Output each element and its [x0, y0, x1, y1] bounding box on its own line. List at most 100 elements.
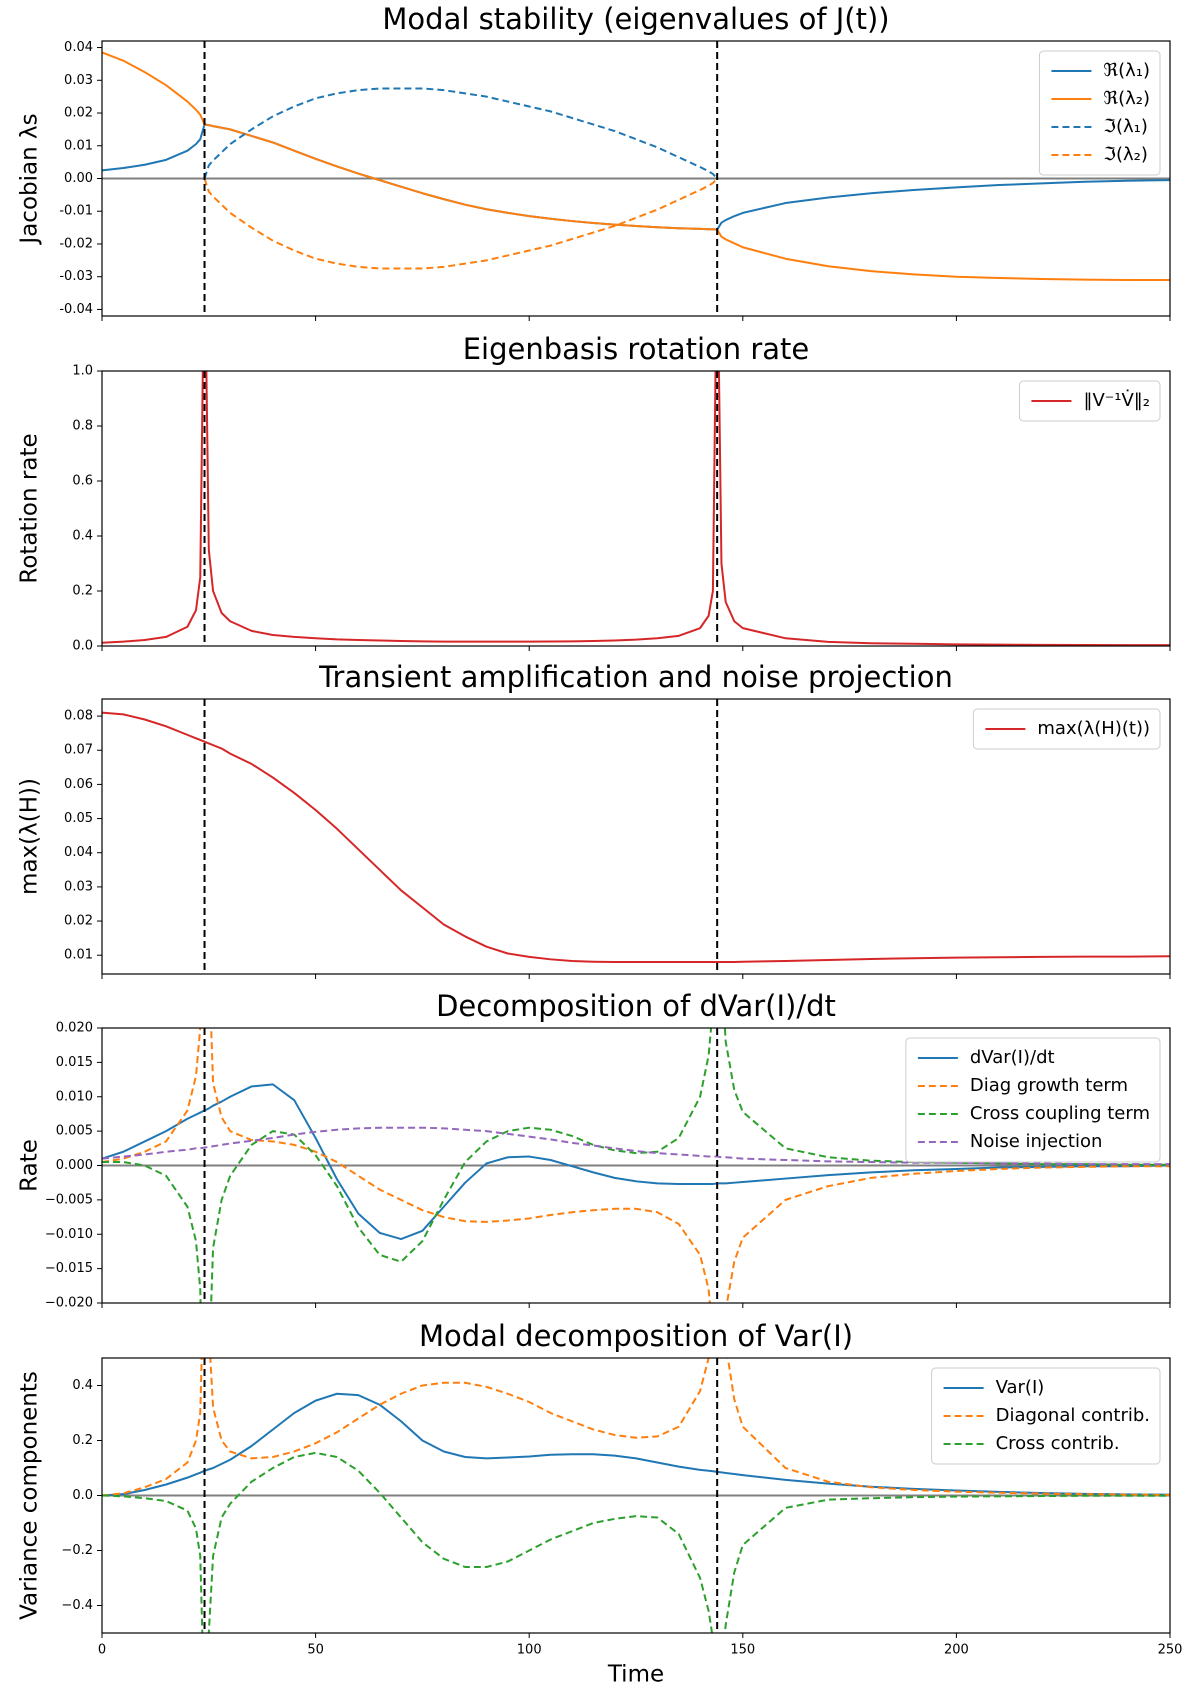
legend-label: ‖V⁻¹V̇‖₂: [1083, 390, 1150, 411]
series-line: [102, 51, 1170, 281]
legend-box: [972, 708, 1161, 750]
legend-label: ℜ(λ₁): [1103, 60, 1150, 81]
subplot: Transient amplification and noise projec…: [17, 660, 1171, 979]
x-tick-label: 100: [517, 1643, 542, 1658]
y-tick-label: 0.04: [64, 845, 93, 860]
y-tick-label: 0.05: [64, 811, 93, 826]
y-tick-label: 0.020: [56, 1021, 93, 1036]
series-line: [102, 1126, 1170, 1166]
y-tick-label: 0.0: [72, 639, 93, 654]
series-line: [102, 1083, 1170, 1241]
legend-box: [931, 1367, 1161, 1465]
subplot: Modal stability (eigenvalues of J(t)) Jac…: [17, 2, 1171, 321]
y-tick-label: 0.015: [56, 1055, 93, 1070]
axes-frame: [101, 40, 1171, 317]
y-tick-label: −0.015: [45, 1261, 93, 1276]
x-tick-label: 200: [944, 1643, 969, 1658]
axes-frame: [101, 370, 1171, 647]
legend: Var(I) Diagonal contrib. Cross contrib.: [931, 1367, 1161, 1465]
series-line: [102, 711, 1170, 964]
y-tick-label: -0.03: [59, 269, 93, 284]
subplot: Decomposition of dVar(I)/dt Rate −0.020 −0.…: [17, 989, 1171, 1311]
legend-box: [905, 1037, 1161, 1163]
legend: dVar(I)/dt Diag growth term Cross coupling…: [905, 1037, 1161, 1163]
series-line: [203, 87, 718, 180]
legend-label: ℑ(λ₁): [1103, 116, 1147, 137]
subplot-title: Modal stability (eigenvalues of J(t)): [382, 2, 889, 36]
y-tick-label: 0.005: [56, 1124, 93, 1139]
plot-area: [102, 699, 1170, 974]
series-line: [102, 1451, 1170, 1633]
subplot-title: Transient amplification and noise projec…: [318, 660, 953, 694]
y-tick-label: 0.08: [64, 709, 93, 724]
legend-label: Cross contrib.: [996, 1433, 1120, 1454]
y-tick-label: 0.2: [72, 584, 93, 599]
legend-box: [1038, 50, 1161, 176]
subplot: Modal decomposition of Var(I) Variance co…: [17, 1319, 1183, 1688]
y-tick-label: 0.03: [64, 879, 93, 894]
axes-frame: [101, 1357, 1171, 1634]
legend-label: Cross coupling term: [970, 1103, 1150, 1124]
series-line: [102, 1028, 1170, 1303]
y-tick-label: 0.0: [72, 1488, 93, 1503]
legend-label: ℑ(λ₂): [1103, 144, 1147, 165]
y-tick-label: 0.00: [64, 171, 93, 186]
subplot: Eigenbasis rotation rate Rotation rate 0.0…: [17, 332, 1171, 654]
y-tick-label: −0.010: [45, 1227, 93, 1242]
series-line: [102, 1028, 1170, 1303]
y-axis-label: Rate: [17, 1139, 43, 1192]
series-line: [203, 177, 718, 270]
y-tick-label: 0.6: [72, 474, 93, 489]
y-tick-label: 0.07: [64, 743, 93, 758]
x-tick-label: 150: [730, 1643, 755, 1658]
y-tick-label: −0.4: [61, 1598, 93, 1613]
y-tick-label: 0.04: [64, 40, 93, 55]
y-tick-label: 0.06: [64, 777, 93, 792]
y-tick-label: 0.01: [64, 948, 93, 963]
x-tick-label: 50: [307, 1643, 324, 1658]
plot-area: [102, 371, 1170, 646]
x-axis-label: Time: [607, 1662, 664, 1688]
y-tick-label: 0.010: [56, 1089, 93, 1104]
subplot-title: Decomposition of dVar(I)/dt: [436, 989, 836, 1023]
y-tick-label: −0.2: [61, 1543, 93, 1558]
y-tick-label: 0.8: [72, 419, 93, 434]
y-tick-label: -0.02: [59, 236, 93, 251]
plot-area: [102, 1358, 1170, 1633]
y-tick-label: −0.020: [45, 1296, 93, 1311]
subplot-title: Eigenbasis rotation rate: [463, 332, 810, 366]
series-line: [102, 1392, 1170, 1497]
subplot-title: Modal decomposition of Var(I): [419, 1319, 853, 1353]
y-axis-label: Variance components: [17, 1371, 43, 1620]
legend-label: Var(I): [996, 1377, 1045, 1398]
legend-label: ℜ(λ₂): [1103, 88, 1150, 109]
legend-label: Diagonal contrib.: [996, 1405, 1150, 1426]
y-tick-label: −0.005: [45, 1192, 93, 1207]
legend-label: Diag growth term: [970, 1075, 1128, 1096]
y-axis-label: max(λ(H)): [17, 778, 43, 895]
y-tick-label: 0.03: [64, 73, 93, 88]
plot-area: [102, 1028, 1170, 1303]
axes-frame: [101, 1027, 1171, 1304]
series-line: [102, 1358, 1170, 1497]
y-tick-label: -0.01: [59, 204, 93, 219]
axes-frame: [101, 698, 1171, 975]
legend: ℜ(λ₁) ℜ(λ₂) ℑ(λ₁) ℑ(λ₂): [1038, 50, 1161, 176]
legend-box: [1018, 380, 1161, 422]
legend-label: dVar(I)/dt: [970, 1047, 1055, 1068]
y-tick-label: 0.000: [56, 1158, 93, 1173]
x-tick-label: 0: [98, 1643, 106, 1658]
series-line: [102, 371, 1170, 646]
plot-area: [102, 41, 1170, 316]
legend: max(λ(H)(t)): [972, 708, 1161, 750]
y-tick-label: 0.4: [72, 529, 93, 544]
y-tick-label: 0.2: [72, 1433, 93, 1448]
legend-label: Noise injection: [970, 1131, 1103, 1152]
legend: ‖V⁻¹V̇‖₂: [1018, 380, 1161, 422]
x-tick-label: 250: [1158, 1643, 1183, 1658]
y-tick-label: 0.02: [64, 106, 93, 121]
y-tick-label: 1.0: [72, 364, 93, 379]
y-axis-label: Jacobian λs: [17, 113, 43, 245]
